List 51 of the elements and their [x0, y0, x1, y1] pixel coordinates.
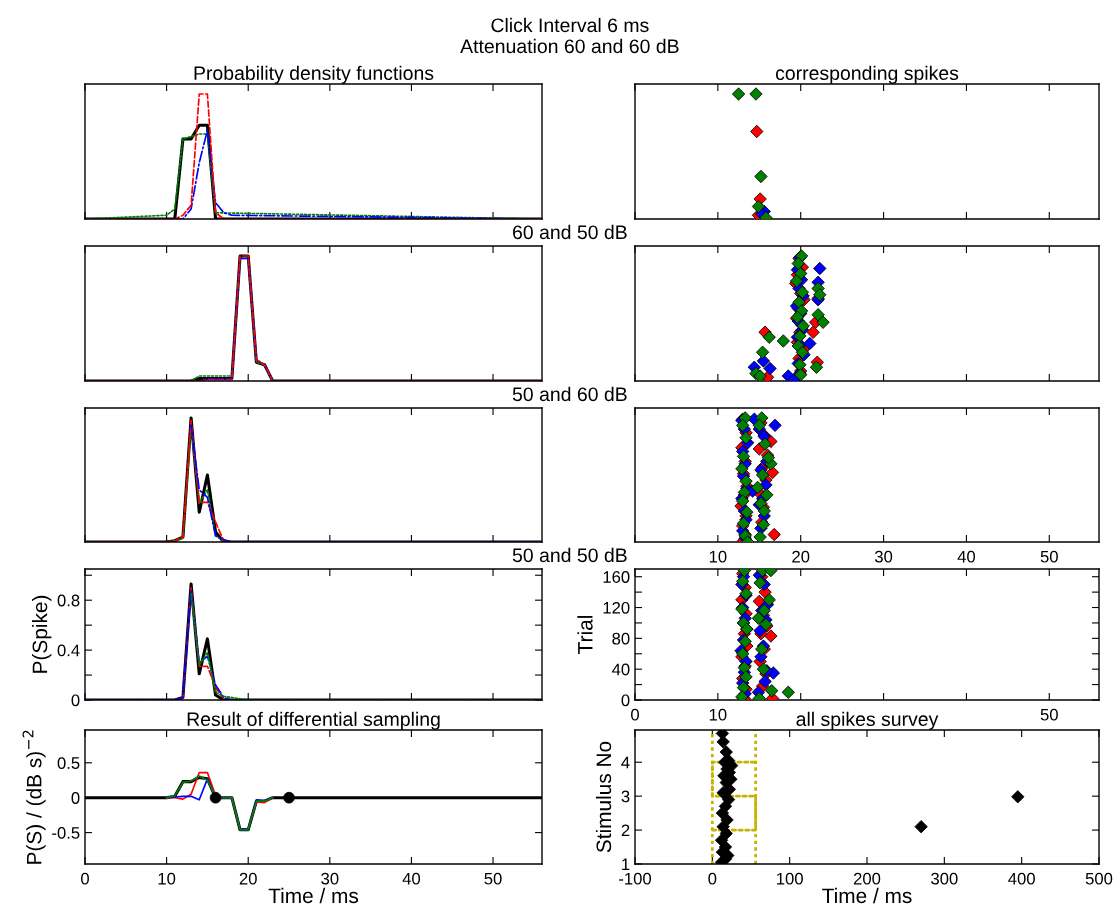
y-tick-label: 0.4 [57, 644, 80, 657]
y-tick-label: 120 [603, 601, 630, 614]
chart-title: Result of differential sampling [187, 711, 440, 730]
y-tick-label: 3 [621, 790, 630, 803]
text: Attenuation 60 and 60 dB [460, 38, 679, 54]
y-tick-label: 2 [621, 824, 630, 837]
x-tick-label: 50 [484, 872, 502, 885]
y-tick-label: 40 [611, 663, 630, 676]
y-axis-title: P(Spike) [32, 595, 52, 673]
x-tick-label: 0 [81, 872, 89, 885]
y-tick-label: -0.5 [52, 826, 80, 839]
y-tick-label: 0.8 [57, 594, 80, 607]
text: Click Interval 6 ms [491, 17, 649, 33]
x-tick-label: 0 [708, 872, 717, 885]
y-tick-label: 0 [71, 792, 80, 804]
x-tick-label: 500 [1085, 872, 1113, 885]
y-tick-label: 80 [612, 632, 630, 645]
x-tick-label: 200 [853, 872, 881, 885]
x-tick-label: 20 [792, 550, 810, 563]
x-tick-label: 10 [158, 872, 176, 885]
y-axis-title: Trial [577, 616, 593, 654]
x-tick-label: 10 [709, 550, 727, 563]
y-axis-title: Stimulus No [595, 741, 612, 853]
x-tick-label: 50 [1040, 708, 1058, 721]
chart-title: all spikes survey [796, 711, 939, 730]
x-tick-label: 30 [874, 550, 893, 563]
x-tick-label: 50 [1040, 550, 1058, 563]
y-tick-label: 0 [621, 694, 630, 707]
y-tick-label: 4 [621, 756, 630, 769]
y-tick-label: 0.5 [57, 757, 80, 770]
x-tick-label: 40 [957, 550, 976, 563]
text: 50 and 50 dB [512, 547, 627, 563]
x-tick-label: 30 [321, 872, 339, 885]
y-tick-label: 0 [71, 694, 80, 707]
text: 60 and 50 dB [513, 224, 627, 240]
x-tick-label: -100 [619, 872, 652, 885]
x-tick-label: 100 [777, 872, 803, 885]
chart-title: Probability density functions [194, 65, 434, 84]
text: 50 and 60 dB [512, 386, 627, 402]
y-axis-title: P(S) / (dB s)$^{−2}$ [22, 730, 46, 864]
chart-title: corresponding spikes [775, 65, 959, 84]
x-tick-label: 40 [402, 872, 421, 885]
x-axis-title: Time / ms [822, 887, 912, 904]
x-tick-label: 20 [239, 872, 257, 885]
x-tick-label: 0 [631, 708, 639, 721]
x-tick-label: 400 [1008, 872, 1035, 885]
y-tick-label: 1 [622, 858, 630, 871]
y-tick-label: 160 [603, 571, 630, 583]
x-axis-title: Time / ms [268, 887, 359, 904]
x-tick-label: 300 [931, 872, 958, 885]
x-tick-label: 10 [709, 708, 727, 721]
